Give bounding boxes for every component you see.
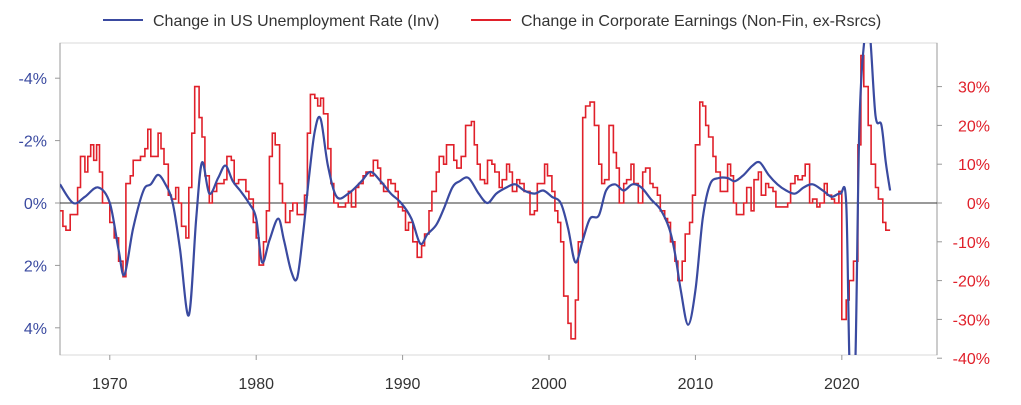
right-tick-label: 30% bbox=[958, 80, 990, 97]
x-axis-ticks: 1970 1980 1990 2000 2010 2020 bbox=[92, 355, 860, 393]
plot-area bbox=[59, 42, 938, 356]
right-axis-ticks: 30% 20% 10% 0% -10% -20% -30% -40% bbox=[937, 80, 990, 368]
legend-label-earnings: Change in Corporate Earnings (Non-Fin, e… bbox=[521, 13, 881, 30]
right-tick-label: 0% bbox=[967, 196, 990, 213]
legend: Change in US Unemployment Rate (Inv) Cha… bbox=[103, 13, 881, 30]
left-tick-label: 4% bbox=[24, 321, 47, 338]
x-tick-label: 2000 bbox=[531, 376, 567, 393]
x-tick-label: 2020 bbox=[824, 376, 860, 393]
x-tick-label: 1990 bbox=[385, 376, 421, 393]
left-tick-label: 0% bbox=[24, 196, 47, 213]
right-tick-label: -40% bbox=[953, 351, 990, 368]
x-tick-label: 1970 bbox=[92, 376, 128, 393]
left-tick-label: -4% bbox=[19, 71, 47, 88]
left-axis-ticks: -4% -2% 0% 2% 4% bbox=[19, 71, 60, 338]
series-line-corporate-earnings bbox=[60, 54, 891, 340]
x-tick-label: 1980 bbox=[238, 376, 274, 393]
x-tick-label: 2010 bbox=[678, 376, 714, 393]
series-line-unemployment-rate bbox=[60, 43, 892, 355]
legend-label-unemployment: Change in US Unemployment Rate (Inv) bbox=[153, 13, 439, 30]
right-tick-label: -30% bbox=[953, 312, 990, 329]
right-tick-label: 10% bbox=[958, 157, 990, 174]
left-tick-label: -2% bbox=[19, 134, 47, 151]
right-tick-label: 20% bbox=[958, 118, 990, 135]
left-tick-label: 2% bbox=[24, 258, 47, 275]
right-tick-label: -20% bbox=[953, 274, 990, 291]
right-tick-label: -10% bbox=[953, 235, 990, 252]
series-layer bbox=[60, 43, 892, 355]
